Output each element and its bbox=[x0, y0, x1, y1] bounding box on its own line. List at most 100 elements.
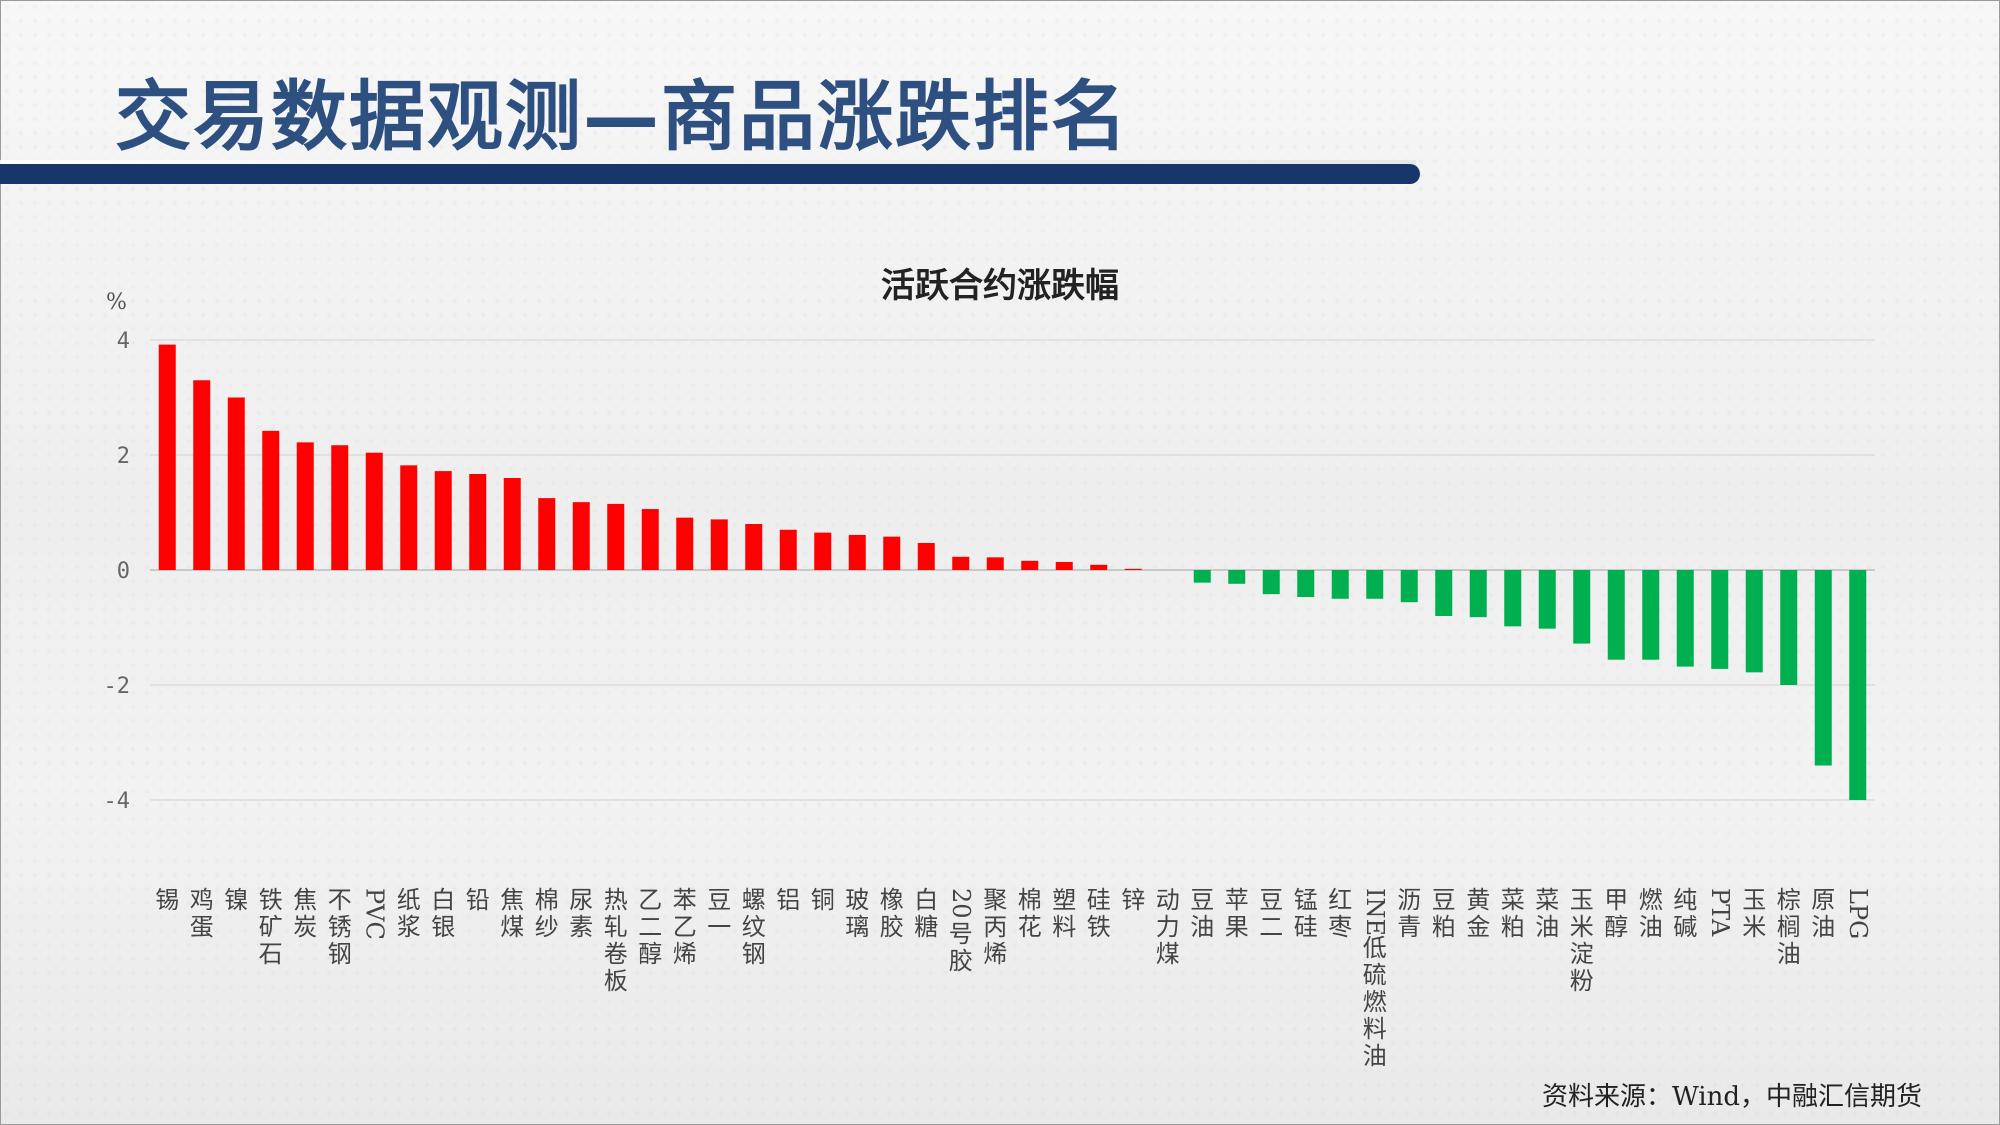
svg-text:矿: 矿 bbox=[259, 913, 283, 941]
svg-text:钢: 钢 bbox=[742, 940, 766, 968]
svg-text:璃: 璃 bbox=[845, 913, 869, 941]
svg-text:料: 料 bbox=[1363, 1015, 1387, 1043]
category-label: 铅 bbox=[466, 886, 490, 914]
category-label: 不锈钢 bbox=[328, 886, 352, 968]
category-label: LPG bbox=[1844, 888, 1872, 939]
bar bbox=[1297, 570, 1315, 598]
svg-text:油: 油 bbox=[1363, 1042, 1387, 1070]
bar bbox=[1262, 570, 1280, 595]
svg-text:锡: 锡 bbox=[155, 886, 179, 914]
bar bbox=[1780, 570, 1798, 685]
svg-text:豆: 豆 bbox=[1259, 886, 1283, 914]
bar bbox=[572, 502, 590, 570]
svg-text:鸡: 鸡 bbox=[190, 886, 214, 914]
svg-text:糖: 糖 bbox=[914, 913, 938, 941]
bar bbox=[1607, 570, 1625, 660]
svg-text:硅: 硅 bbox=[1087, 886, 1111, 914]
svg-text:油: 油 bbox=[1190, 913, 1214, 941]
svg-text:果: 果 bbox=[1225, 913, 1249, 941]
bar bbox=[1331, 570, 1349, 599]
category-label: 棉纱 bbox=[535, 886, 559, 941]
svg-text:纱: 纱 bbox=[535, 913, 559, 941]
svg-text:豆: 豆 bbox=[1432, 886, 1456, 914]
svg-text:花: 花 bbox=[1018, 913, 1042, 941]
svg-text:苹: 苹 bbox=[1225, 886, 1249, 914]
category-label: 镍 bbox=[224, 886, 248, 914]
category-label: 锰硅 bbox=[1294, 886, 1318, 941]
category-label: 聚丙烯 bbox=[983, 886, 1007, 968]
title-underline-bar bbox=[0, 164, 1420, 184]
svg-text:棕: 棕 bbox=[1777, 886, 1801, 914]
bar bbox=[1642, 570, 1660, 660]
svg-text:硅: 硅 bbox=[1294, 913, 1318, 941]
svg-text:镍: 镍 bbox=[224, 886, 248, 914]
category-label: PVC bbox=[360, 888, 388, 940]
svg-text:银: 银 bbox=[431, 913, 455, 941]
category-label: 硅铁 bbox=[1087, 886, 1111, 941]
svg-text:金: 金 bbox=[1466, 913, 1490, 941]
svg-text:素: 素 bbox=[569, 913, 593, 941]
svg-text:豆: 豆 bbox=[1190, 886, 1214, 914]
svg-text:卷: 卷 bbox=[604, 940, 628, 968]
svg-text:醇: 醇 bbox=[638, 940, 662, 968]
svg-text:粉: 粉 bbox=[1570, 967, 1594, 995]
svg-text:碱: 碱 bbox=[1673, 913, 1697, 941]
svg-text:烯: 烯 bbox=[673, 940, 697, 968]
svg-text:锈: 锈 bbox=[328, 913, 352, 941]
svg-text:焦: 焦 bbox=[500, 886, 524, 914]
bar bbox=[434, 471, 452, 570]
svg-text:二: 二 bbox=[1259, 913, 1283, 941]
bar bbox=[779, 529, 797, 570]
slide-header: 交易数据观测—商品涨跌排名 bbox=[0, 0, 2000, 185]
svg-text:煤: 煤 bbox=[1156, 940, 1180, 968]
bar bbox=[1745, 570, 1763, 673]
bar bbox=[1090, 564, 1108, 570]
category-label: 燃油 bbox=[1639, 886, 1663, 941]
svg-text:烯: 烯 bbox=[983, 940, 1007, 968]
category-label: 玻璃 bbox=[845, 886, 869, 941]
bar bbox=[1228, 570, 1246, 584]
svg-text:INE: INE bbox=[1361, 888, 1389, 936]
chart-title: 活跃合约涨跌幅 bbox=[881, 266, 1119, 306]
category-label: 黄金 bbox=[1466, 886, 1490, 941]
svg-text:铜: 铜 bbox=[811, 886, 835, 914]
svg-text:力: 力 bbox=[1156, 913, 1180, 941]
y-tick-label: 0 bbox=[117, 559, 130, 584]
svg-text:聚: 聚 bbox=[983, 886, 1007, 914]
bar bbox=[193, 380, 211, 570]
svg-text:板: 板 bbox=[604, 967, 628, 995]
svg-text:铁: 铁 bbox=[259, 886, 283, 914]
svg-text:铅: 铅 bbox=[466, 886, 490, 914]
svg-text:尿: 尿 bbox=[569, 886, 593, 914]
svg-text:棉: 棉 bbox=[535, 886, 559, 914]
svg-text:胶: 胶 bbox=[949, 947, 973, 975]
svg-text:低: 低 bbox=[1363, 934, 1387, 962]
category-label: 豆一 bbox=[707, 886, 731, 941]
category-label: 塑料 bbox=[1052, 886, 1076, 941]
svg-text:纸: 纸 bbox=[397, 886, 421, 914]
category-label: 原油 bbox=[1811, 886, 1835, 941]
category-label: 锌 bbox=[1121, 886, 1145, 914]
bar bbox=[1366, 570, 1384, 599]
svg-text:石: 石 bbox=[259, 940, 283, 968]
svg-text:豆: 豆 bbox=[707, 886, 731, 914]
bar bbox=[538, 498, 556, 570]
y-tick-label: 2 bbox=[117, 444, 130, 469]
bar bbox=[883, 536, 901, 570]
bar bbox=[710, 519, 728, 570]
category-label: 铁矿石 bbox=[259, 886, 283, 968]
svg-text:轧: 轧 bbox=[604, 913, 628, 941]
svg-text:玉: 玉 bbox=[1742, 886, 1766, 914]
svg-text:二: 二 bbox=[638, 913, 662, 941]
bar bbox=[917, 542, 935, 570]
category-label: 玉米 bbox=[1742, 886, 1766, 941]
y-tick-label: -4 bbox=[104, 789, 131, 814]
category-label: 锡 bbox=[155, 886, 179, 914]
category-label: 铜 bbox=[811, 886, 835, 914]
svg-text:枣: 枣 bbox=[1328, 913, 1352, 941]
svg-text:锌: 锌 bbox=[1121, 886, 1145, 914]
svg-text:纹: 纹 bbox=[742, 913, 766, 941]
svg-text:白: 白 bbox=[914, 886, 938, 914]
